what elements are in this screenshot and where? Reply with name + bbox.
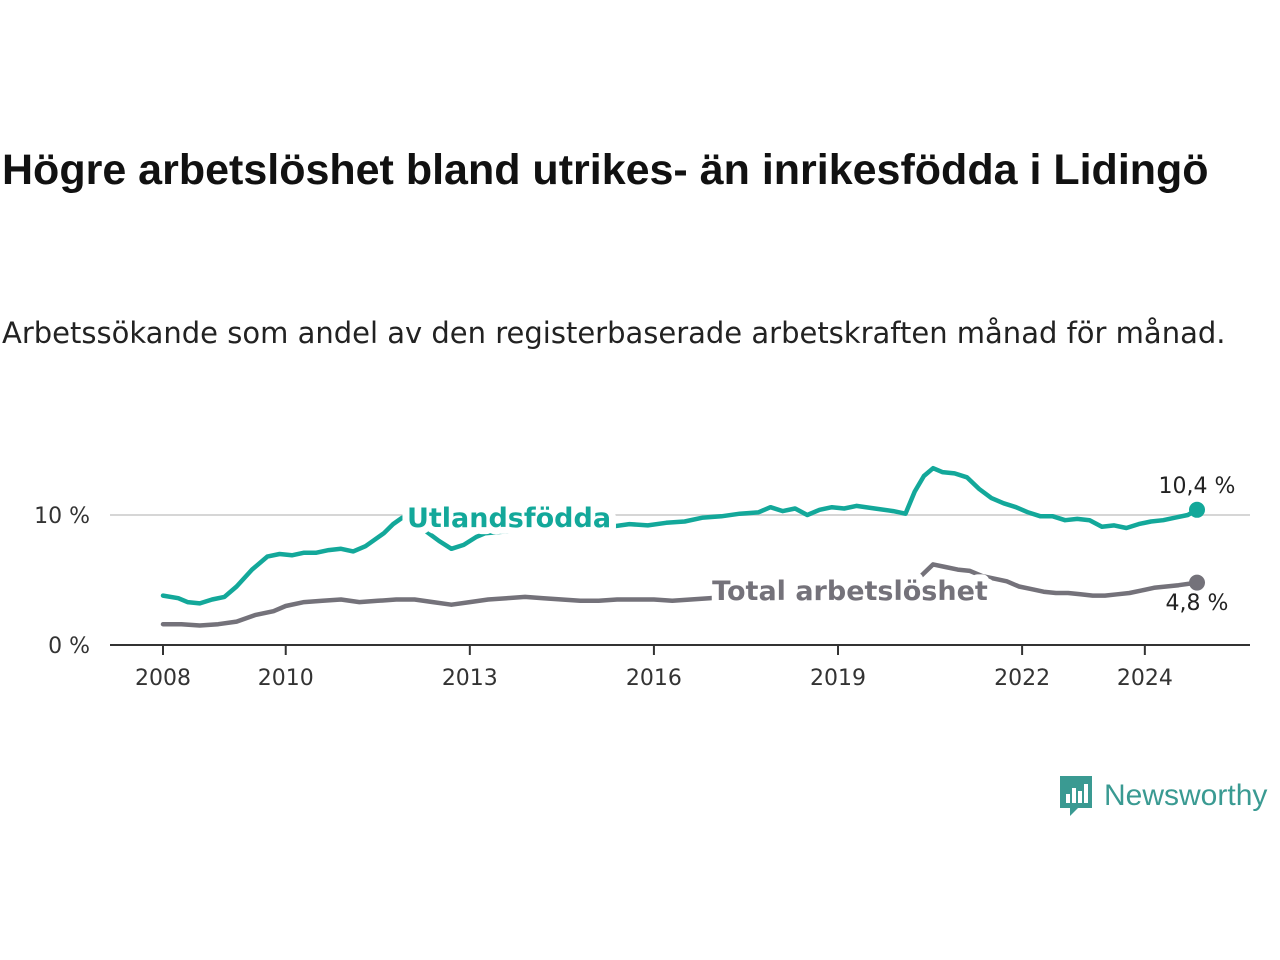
x-tick-label: 2013 <box>442 666 498 691</box>
x-tick-label: 2008 <box>135 666 191 691</box>
chart-title: Högre arbetslöshet bland utrikes- än inr… <box>2 146 1209 194</box>
bar-chart-icon <box>1060 776 1092 816</box>
series-label-utlandsfodda: Utlandsfödda <box>407 503 611 534</box>
chart-subtitle: Arbetssökande som andel av den registerb… <box>2 316 1226 350</box>
x-tick-label: 2010 <box>258 666 314 691</box>
x-tick-label: 2019 <box>810 666 866 691</box>
line-chart: 0 % 10 % 2008 2010 2013 2016 2019 2022 2024 Utl… <box>34 465 1250 691</box>
end-label-total: 4,8 % <box>1166 591 1229 616</box>
end-label-utlandsfodda: 10,4 % <box>1159 474 1236 499</box>
end-point-total <box>1189 574 1205 591</box>
series-label-halo-total: Total arbetslöshet <box>712 576 988 607</box>
x-tick-label: 2024 <box>1117 666 1173 691</box>
x-tick-label: 2022 <box>994 666 1050 691</box>
series-label-total: Total arbetslöshet <box>712 576 988 607</box>
grid-lines: 0 % 10 % <box>34 504 1250 659</box>
series-lines <box>160 465 1205 628</box>
y-tick-label: 0 % <box>48 634 90 659</box>
series-label-halo-utlandsfodda: Utlandsfödda <box>407 503 611 534</box>
x-axis: 2008 2010 2013 2016 2019 2022 2024 <box>110 644 1250 691</box>
series-line-total <box>160 562 1200 628</box>
y-tick-label: 10 % <box>34 504 90 529</box>
series-line-utlandsfodda <box>160 465 1200 606</box>
brand-logo: Newsworthy <box>1058 772 1267 820</box>
end-point-utlandsfodda <box>1189 501 1205 518</box>
x-tick-label: 2016 <box>626 666 682 691</box>
brand-name: Newsworthy <box>1104 779 1268 812</box>
